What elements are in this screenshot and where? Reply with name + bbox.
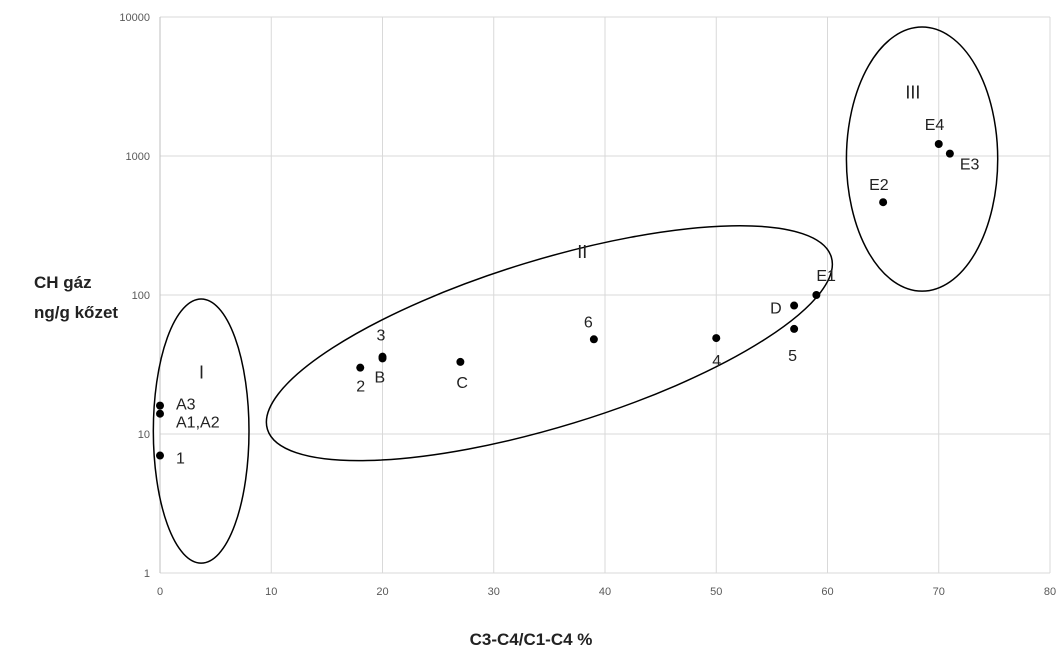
tick-labels: 0 10 20 30 40 50 60 70 80 1 10 100 1000 10000 <box>119 12 1056 598</box>
data-point-label: 1 <box>176 451 185 468</box>
data-point-label: E3 <box>960 157 980 174</box>
data-point-label: B <box>375 369 386 386</box>
group-label-2: II <box>577 242 587 262</box>
data-point <box>378 354 387 363</box>
y-tick-label: 10000 <box>119 12 150 24</box>
data-point <box>812 291 821 299</box>
data-point-label: D <box>770 301 782 318</box>
data-point-label: E2 <box>869 177 889 194</box>
x-tick-label: 0 <box>157 586 163 598</box>
data-point <box>790 324 799 333</box>
data-point <box>934 139 943 148</box>
data-point-label: 2 <box>356 379 365 396</box>
group-label-1: I <box>199 363 204 383</box>
data-point <box>945 149 954 158</box>
group-ellipse-2 <box>265 225 834 462</box>
x-tick-label: 30 <box>488 586 500 598</box>
y-axis-label-line-2: ng/g kőzet <box>34 303 119 322</box>
data-point <box>156 451 164 460</box>
data-point-label: 5 <box>788 348 797 365</box>
y-tick-label: 10 <box>138 429 150 441</box>
data-point <box>356 363 365 372</box>
x-tick-label: 80 <box>1044 586 1056 598</box>
x-tick-label: 60 <box>821 586 833 598</box>
group-ellipse-1 <box>152 298 250 564</box>
x-axis-label: C3-C4/C1-C4 % <box>469 630 593 649</box>
x-tick-label: 50 <box>710 586 722 598</box>
y-tick-label: 1 <box>144 568 150 580</box>
y-tick-label: 100 <box>132 290 150 302</box>
data-point <box>156 401 164 410</box>
grid-lines <box>160 16 1051 574</box>
data-point <box>712 334 721 343</box>
data-point-label: E1 <box>816 268 836 285</box>
data-point-label: A3 <box>176 397 196 414</box>
data-point <box>790 301 799 310</box>
data-point-label: 3 <box>377 328 386 345</box>
x-tick-label: 70 <box>933 586 945 598</box>
group-label-3: III <box>905 82 920 102</box>
data-point-label: 6 <box>584 314 593 331</box>
data-points <box>156 139 954 460</box>
data-point <box>879 198 888 207</box>
x-tick-label: 10 <box>265 586 277 598</box>
data-point <box>156 409 164 418</box>
y-axis-label-line-1: CH gáz <box>34 273 92 292</box>
x-tick-label: 20 <box>376 586 388 598</box>
data-point <box>456 357 465 366</box>
data-point-label: A1,A2 <box>176 415 220 432</box>
y-tick-label: 1000 <box>126 151 150 163</box>
data-point-label: C <box>456 375 468 392</box>
data-point-label: 4 <box>712 353 721 370</box>
group-ellipse-3 <box>845 26 999 292</box>
data-point-label: E4 <box>925 117 945 134</box>
data-point <box>589 335 598 344</box>
x-tick-label: 40 <box>599 586 611 598</box>
